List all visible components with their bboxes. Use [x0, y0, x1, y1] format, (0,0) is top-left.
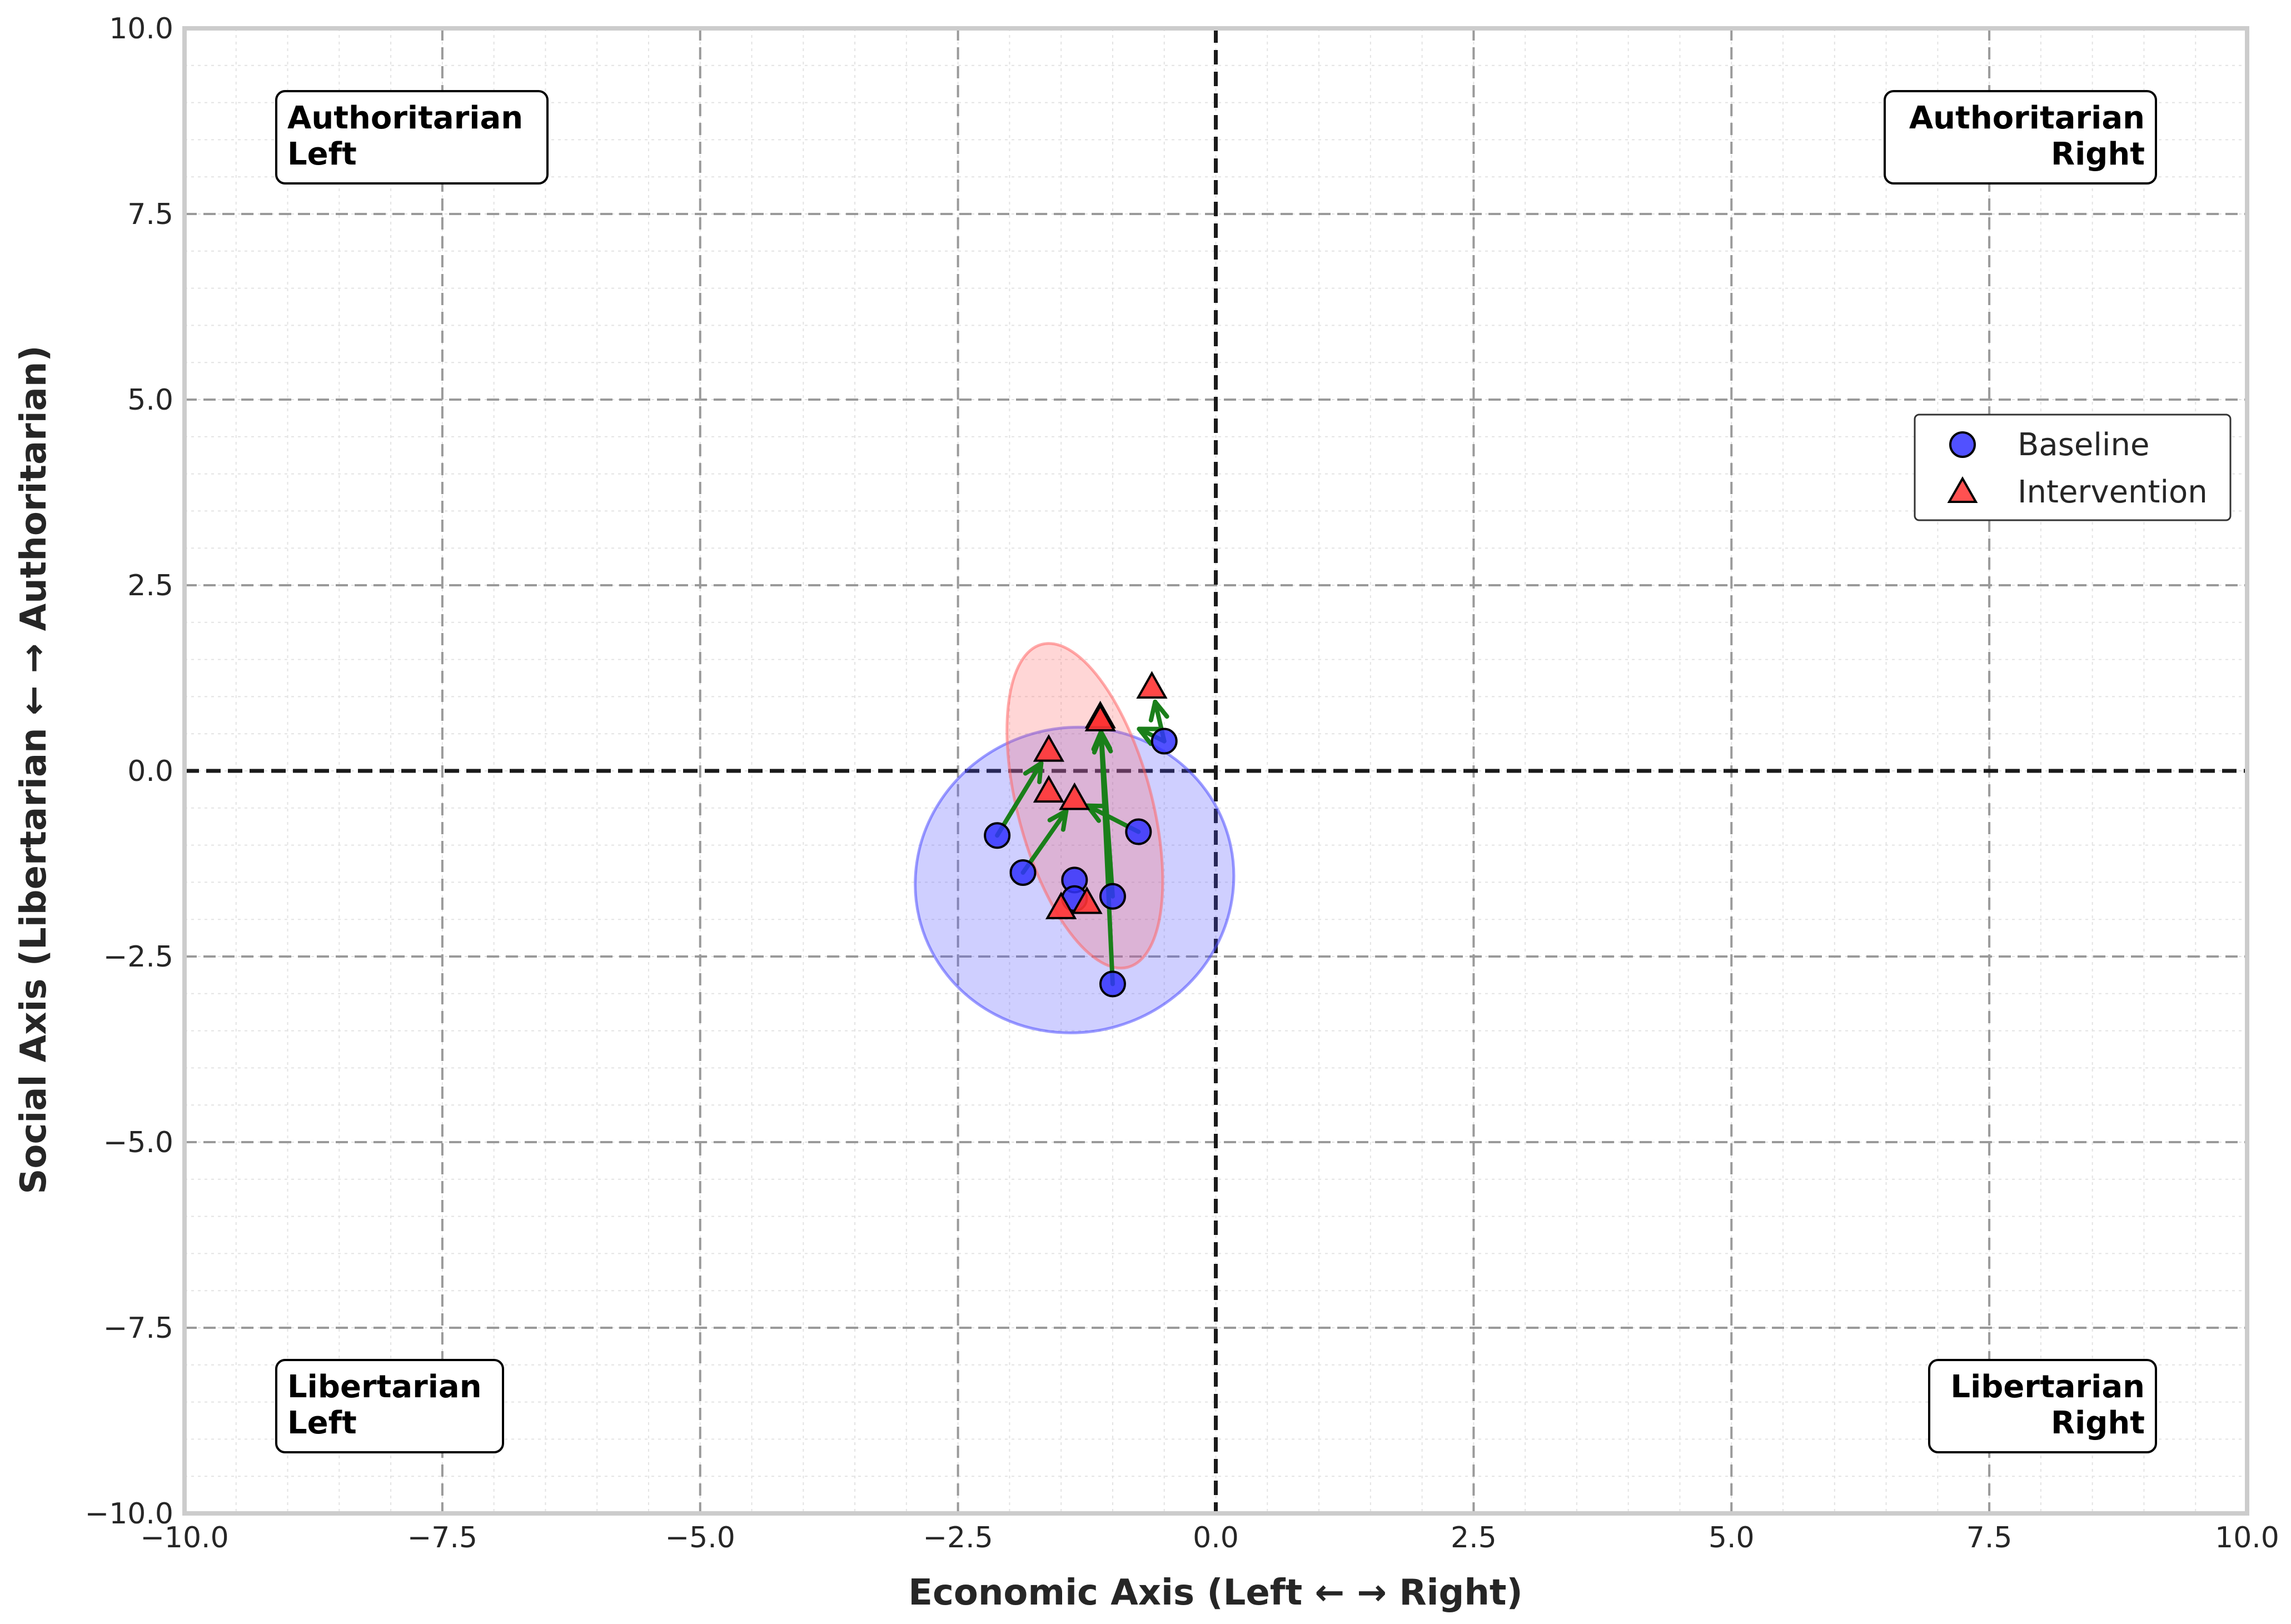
legend-baseline-label: Baseline: [2018, 427, 2149, 463]
intervention-point: [1084, 704, 1116, 731]
baseline-point: [1099, 970, 1126, 998]
legend-baseline-marker: [1949, 431, 1976, 458]
intervention-point: [1071, 886, 1103, 914]
shift-arrowhead: [1148, 699, 1169, 723]
y-axis-title: Social Axis (Libertarian ← → Authoritari…: [13, 345, 54, 1194]
baseline-point: [1151, 728, 1178, 755]
baseline-point: [1009, 859, 1037, 886]
y-tick-label: −2.5: [103, 940, 173, 974]
legend-intervention-marker: [1947, 476, 1978, 503]
quadrant-libertarian-left-line2: Left: [287, 1405, 357, 1441]
shift-arrowhead: [1137, 726, 1161, 746]
quadrant-authoritarian-right-line1: Authoritarian: [1909, 100, 2145, 136]
y-tick-label: 5.0: [127, 383, 173, 417]
confidence-ellipses: [914, 642, 1236, 1034]
legend: Baseline Intervention: [1914, 414, 2232, 521]
quadrant-libertarian-left-line1: Libertarian: [287, 1369, 482, 1405]
intervention-point: [1045, 891, 1077, 919]
x-tick-label: −5.0: [665, 1521, 735, 1555]
y-tick-label: 2.5: [127, 569, 173, 602]
y-tick-label: 7.5: [127, 198, 173, 231]
quadrant-libertarian-right-line2: Right: [2051, 1405, 2145, 1441]
intervention-point: [1059, 782, 1090, 810]
shift-arrowhead: [1091, 729, 1113, 752]
quadrant-label-libertarian-left: Libertarian Left: [275, 1359, 504, 1453]
x-tick-label: −10.0: [140, 1521, 228, 1555]
x-tick-label: 0.0: [1193, 1521, 1239, 1555]
quadrant-label-authoritarian-right: Authoritarian Right: [1884, 90, 2157, 185]
x-tick-label: 10.0: [2215, 1521, 2279, 1555]
x-tick-label: 2.5: [1451, 1521, 1497, 1555]
y-tick-label: 10.0: [109, 12, 173, 46]
quadrant-labels: Authoritarian Left Authoritarian Right L…: [275, 90, 2157, 1453]
baseline-point: [1099, 883, 1126, 910]
y-tick-label: −7.5: [103, 1312, 173, 1345]
legend-intervention-label: Intervention: [2018, 474, 2208, 510]
y-tick-label: −10.0: [85, 1497, 173, 1531]
intervention-point: [1136, 671, 1168, 699]
shift-arrow: [1098, 729, 1115, 987]
x-axis-title: Economic Axis (Left ← → Right): [908, 1572, 1523, 1613]
x-tick-label: −2.5: [923, 1521, 993, 1555]
quadrant-authoritarian-left-line2: Left: [287, 136, 357, 172]
shift-arrowhead: [1023, 761, 1044, 784]
quadrant-authoritarian-left-line1: Authoritarian: [287, 100, 523, 136]
baseline-point: [984, 822, 1011, 849]
y-tick-label: −5.0: [103, 1126, 173, 1159]
x-tick-label: −7.5: [407, 1521, 477, 1555]
x-tick-label: 7.5: [1966, 1521, 2013, 1555]
x-tick-labels: −10.0 −7.5 −5.0 −2.5 0.0 2.5 5.0 7.5 10.0: [140, 1521, 2279, 1555]
zero-reference-lines: [185, 28, 2247, 1513]
y-tick-labels: −10.0 −7.5 −5.0 −2.5 0.0 2.5 5.0 7.5 10.0: [85, 12, 173, 1531]
quadrant-libertarian-right-line1: Libertarian: [1950, 1369, 2145, 1405]
quadrant-authoritarian-right-line2: Right: [2051, 136, 2145, 172]
baseline-point: [1125, 818, 1152, 845]
shift-arrow: [995, 761, 1044, 838]
shift-arrowhead: [1047, 809, 1069, 832]
x-tick-label: 5.0: [1709, 1521, 1755, 1555]
data-points: [984, 671, 1178, 998]
y-tick-label: 0.0: [127, 755, 173, 788]
quadrant-label-libertarian-right: Libertarian Right: [1928, 1359, 2157, 1453]
quadrant-label-authoritarian-left: Authoritarian Left: [275, 90, 549, 185]
intervention-point: [1033, 775, 1065, 803]
plot-frame: [182, 26, 2249, 1516]
intervention-point: [1033, 734, 1065, 762]
